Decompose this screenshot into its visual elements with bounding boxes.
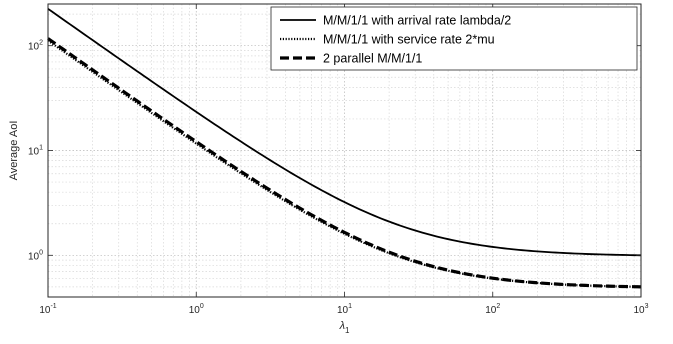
- series-line-3: [47, 37, 642, 289]
- y-tick-label: 100: [28, 249, 43, 262]
- series-line-1: [47, 8, 642, 257]
- plot-lines: [47, 8, 642, 289]
- y-axis-label: Average AoI: [8, 121, 20, 181]
- legend-label: 2 parallel M/M/1/1: [323, 52, 422, 66]
- ticks: 10-1 100 101 102 103 100 101 102: [28, 4, 649, 316]
- y-tick-label: 101: [28, 145, 43, 158]
- series-line-2: [47, 39, 642, 288]
- y-tick-label: 102: [28, 40, 43, 53]
- x-axis-label: λ1: [339, 320, 350, 335]
- legend: M/M/1/1 with arrival rate lambda/2 M/M/1/…: [270, 6, 638, 71]
- x-tick-label: 102: [485, 303, 500, 316]
- legend-label: M/M/1/1 with arrival rate lambda/2: [323, 14, 511, 28]
- x-tick-label: 10-1: [39, 303, 56, 316]
- x-tick-label: 100: [189, 303, 204, 316]
- legend-label: M/M/1/1 with service rate 2*mu: [323, 33, 495, 47]
- legend-box: [270, 6, 638, 71]
- x-tick-label: 101: [337, 303, 352, 316]
- x-tick-label: 103: [633, 303, 648, 316]
